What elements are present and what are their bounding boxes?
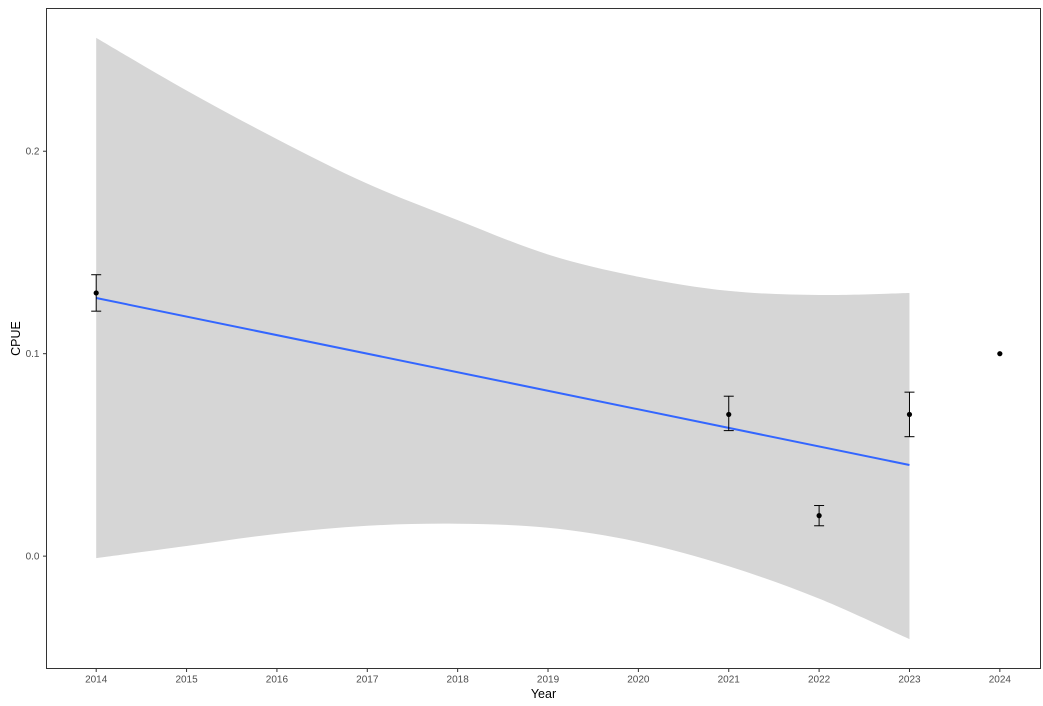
x-tick-label: 2024 bbox=[989, 675, 1012, 686]
y-tick-label: 0.2 bbox=[26, 147, 40, 158]
x-tick-label: 2016 bbox=[266, 675, 289, 686]
y-tick-label: 0.0 bbox=[26, 552, 40, 563]
panel-border bbox=[46, 8, 1041, 669]
y-axis-title: CPUE bbox=[9, 321, 23, 356]
x-tick-label: 2021 bbox=[718, 675, 741, 686]
x-tick-label: 2019 bbox=[537, 675, 560, 686]
x-tick-label: 2015 bbox=[175, 675, 198, 686]
x-tick-label: 2017 bbox=[356, 675, 379, 686]
data-point bbox=[906, 411, 913, 418]
data-point bbox=[93, 290, 99, 296]
x-tick-label: 2018 bbox=[447, 675, 470, 686]
data-point bbox=[726, 411, 732, 418]
x-axis-ticks: 2014 2015 2016 2017 2018 2019 2020 2021 2022 2023… bbox=[85, 668, 1012, 686]
y-tick-label: 0.1 bbox=[26, 349, 40, 360]
x-axis-title: Year bbox=[531, 687, 556, 701]
data-points bbox=[93, 290, 1003, 519]
data-point bbox=[997, 351, 1003, 357]
x-tick-label: 2020 bbox=[627, 675, 650, 686]
x-tick-label: 2023 bbox=[898, 675, 921, 686]
trend-line bbox=[95, 297, 910, 467]
y-axis-ticks: 0.0 0.1 0.2 bbox=[26, 147, 47, 563]
data-point bbox=[816, 513, 822, 519]
confidence-band bbox=[96, 37, 910, 640]
x-tick-label: 2022 bbox=[808, 675, 831, 686]
x-tick-label: 2014 bbox=[85, 675, 108, 686]
